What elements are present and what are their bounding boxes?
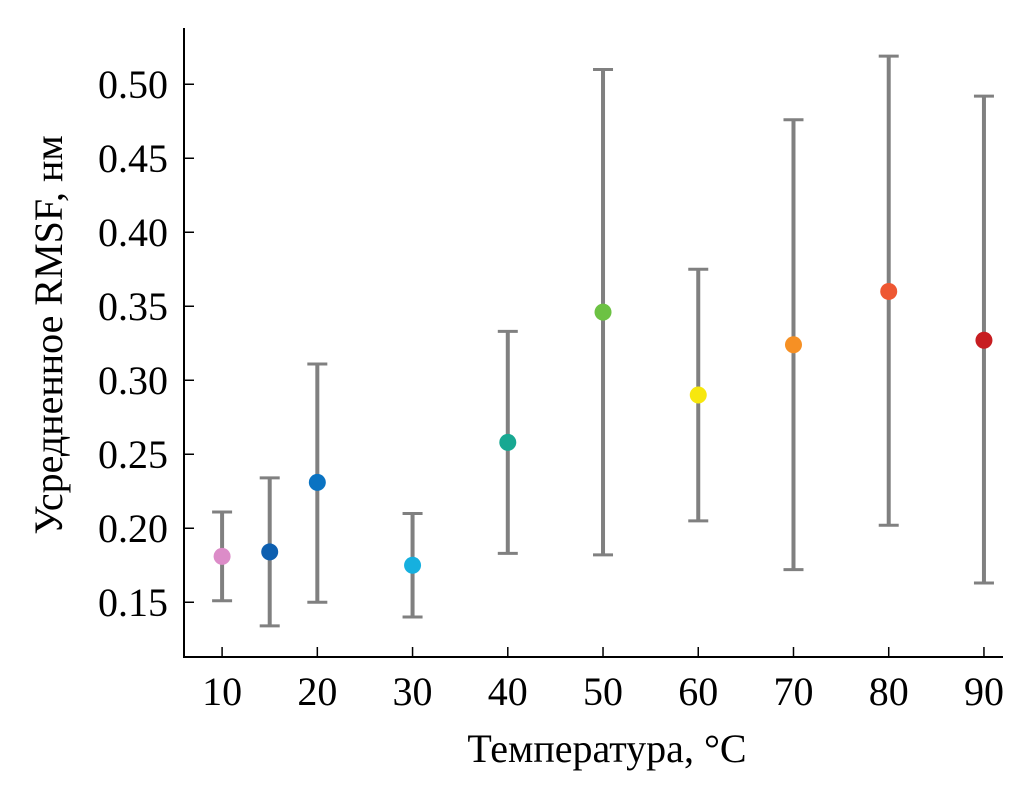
- x-tick-label: 30: [393, 669, 433, 714]
- x-tick-label: 10: [202, 669, 242, 714]
- x-tick-label: 40: [488, 669, 528, 714]
- x-axis-title: Температура, °C: [467, 726, 746, 771]
- x-tick-label: 50: [583, 669, 623, 714]
- y-tick-label: 0.50: [98, 62, 168, 107]
- y-tick-label: 0.15: [98, 580, 168, 625]
- axes: [183, 28, 1003, 658]
- x-tick-label: 80: [869, 669, 909, 714]
- data-point: [404, 556, 422, 574]
- data-point: [689, 386, 707, 404]
- x-tick-label: 60: [678, 669, 718, 714]
- y-axis-title: Усредненное RMSF, нм: [26, 135, 71, 534]
- x-tick-label: 70: [773, 669, 813, 714]
- x-ticks: 10 20 30 40 50 60 70 80 90: [202, 647, 1004, 714]
- y-tick-label: 0.40: [98, 210, 168, 255]
- data-point: [308, 473, 326, 491]
- x-tick-label: 90: [964, 669, 1004, 714]
- data-point: [594, 303, 612, 321]
- y-tick-label: 0.20: [98, 506, 168, 551]
- data-point: [213, 547, 231, 565]
- data-point: [784, 336, 802, 354]
- x-tick-label: 20: [297, 669, 337, 714]
- y-tick-label: 0.45: [98, 136, 168, 181]
- data-point: [880, 282, 898, 300]
- data-point: [975, 331, 993, 349]
- y-tick-label: 0.25: [98, 432, 168, 477]
- error-bars: [212, 54, 994, 628]
- y-tick-label: 0.35: [98, 284, 168, 329]
- data-point: [499, 433, 517, 451]
- data-points: [213, 282, 993, 574]
- data-point: [261, 543, 279, 561]
- y-tick-label: 0.30: [98, 358, 168, 403]
- y-ticks: 0.15 0.20 0.25 0.30 0.35 0.40 0.45 0.50: [98, 62, 194, 625]
